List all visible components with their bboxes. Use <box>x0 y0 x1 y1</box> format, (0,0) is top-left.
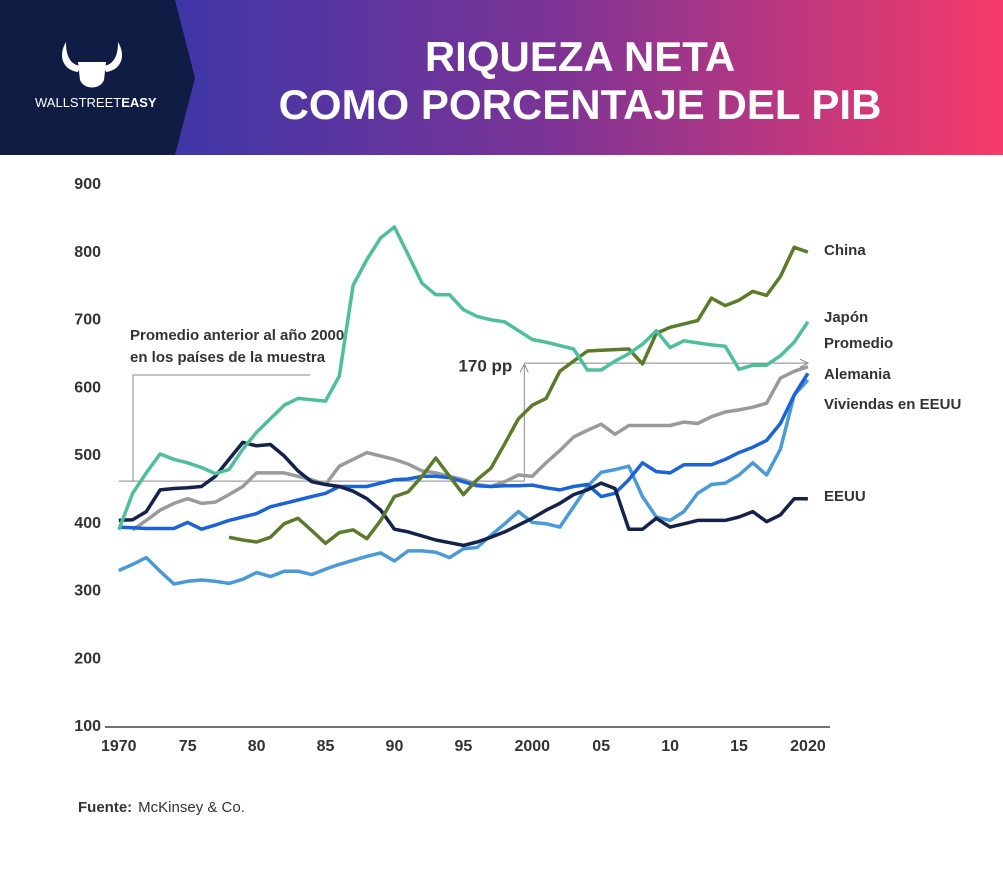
source-label: Fuente: <box>78 799 132 816</box>
brand: WALLSTREETEASY <box>35 95 157 110</box>
y-tick-label: 100 <box>74 718 101 735</box>
title-line: RIQUEZA NETA <box>425 33 735 80</box>
annotation: Promedio anterior al año 2000 <box>130 327 344 344</box>
y-tick-label: 900 <box>74 176 101 193</box>
legend-label: Promedio <box>824 335 893 352</box>
legend-label: Japón <box>824 309 868 326</box>
legend-label: China <box>824 242 866 259</box>
series-line <box>118 372 810 531</box>
x-tick-label: 95 <box>454 738 472 755</box>
series-line <box>131 364 809 532</box>
y-tick-label: 600 <box>74 379 101 396</box>
x-tick-label: 2020 <box>790 738 826 755</box>
source: Fuente: McKinsey & Co. <box>78 799 245 816</box>
y-tick-label: 200 <box>74 650 101 667</box>
legend-label: EEUU <box>824 488 866 505</box>
x-tick-label: 90 <box>386 738 404 755</box>
x-tick-label: 1970 <box>101 738 137 755</box>
x-tick-label: 80 <box>248 738 266 755</box>
series-line <box>228 245 809 546</box>
x-tick-label: 75 <box>179 738 197 755</box>
x-tick-label: 2000 <box>514 738 550 755</box>
x-tick-label: 10 <box>661 738 679 755</box>
y-tick-label: 800 <box>74 244 101 261</box>
source-text: McKinsey & Co. <box>138 799 245 816</box>
arrow-head <box>799 358 810 368</box>
y-tick-label: 700 <box>74 312 101 329</box>
y-tick-label: 500 <box>74 447 101 464</box>
title-line: COMO PORCENTAJE DEL PIB <box>279 81 882 128</box>
series-line <box>117 225 810 531</box>
annotation-bracket <box>132 374 310 482</box>
series-line <box>118 440 808 548</box>
gap-label: 170 pp <box>458 357 512 376</box>
y-tick-label: 400 <box>74 515 101 532</box>
x-tick-label: 15 <box>730 738 748 755</box>
brand-bold: EASY <box>121 95 157 110</box>
legend-label: Alemania <box>824 366 891 383</box>
y-tick-label: 300 <box>74 583 101 600</box>
legend-label: Viviendas en EEUU <box>824 396 961 413</box>
logo-icon <box>62 42 122 88</box>
x-tick-label: 85 <box>317 738 335 755</box>
annotation: en los países de la muestra <box>130 349 326 366</box>
x-tick-label: 05 <box>592 738 610 755</box>
brand-light: WALLSTREET <box>35 95 121 110</box>
arrow-head <box>519 363 529 373</box>
series-line <box>118 378 810 586</box>
